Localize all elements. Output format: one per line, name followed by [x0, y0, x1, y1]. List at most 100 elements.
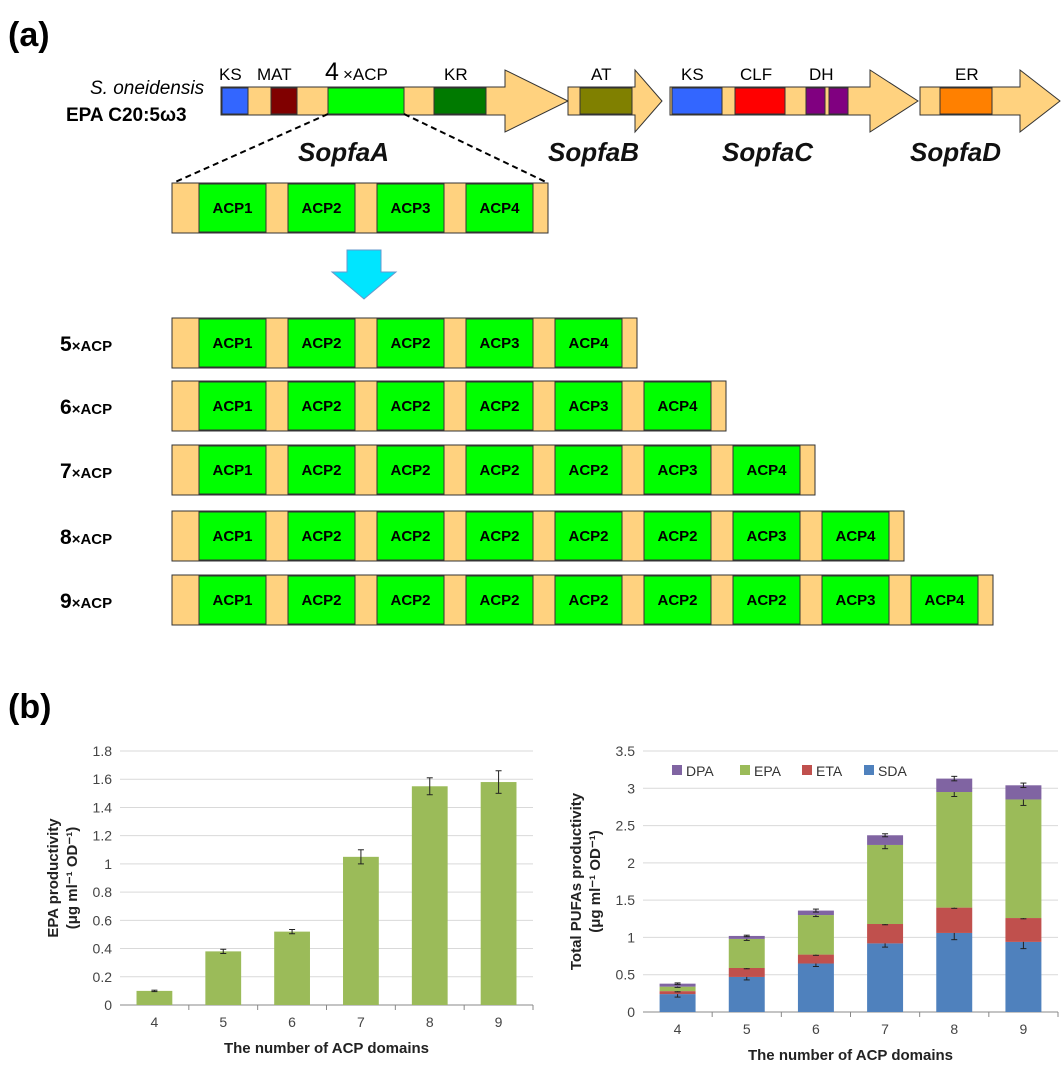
variant-8-row-acp-box [732, 511, 801, 561]
legend-label-epa: EPA [754, 763, 782, 779]
variant-6-row-acp-box [465, 381, 534, 431]
fatty-acid-label: EPA C20:5ω3 [66, 105, 187, 126]
label-kr: KR [444, 65, 468, 84]
label-ks2: KS [681, 65, 704, 84]
variant-7-row-acp-label: ACP2 [568, 462, 608, 479]
y-tick-label: 2 [627, 855, 635, 871]
variant-9-row-acp-box [554, 575, 623, 625]
variant-8-row-acp-box [643, 511, 712, 561]
bar-eta-5 [728, 968, 765, 977]
variant-8-row-acp-box [287, 511, 356, 561]
panel-b-label: (b) [8, 688, 51, 726]
x-tick-label: 6 [812, 1021, 820, 1037]
variant-6-row-acp-box [643, 381, 712, 431]
y-tick-label: 1 [627, 929, 635, 945]
x-tick-label: 8 [950, 1021, 958, 1037]
bar-dpa-9 [1005, 785, 1042, 800]
variant-8-row-acp-box [198, 511, 267, 561]
label-ks: KS [219, 65, 242, 84]
variant-8-row-acp-label: ACP2 [301, 528, 341, 545]
down-arrow-icon [330, 249, 398, 300]
variant-9-label: 9×ACP [60, 590, 112, 613]
variant-7-row-acp-box [465, 445, 534, 495]
variant-5-row-acp-label: ACP3 [479, 335, 519, 352]
original-row-acp-box [198, 183, 267, 233]
original-row-acp-box [287, 183, 356, 233]
variant-9-row-acp-label: ACP3 [835, 592, 875, 609]
bar-epa-7 [867, 844, 904, 925]
bar-dpa-6 [797, 910, 834, 916]
variant-5-row-acp-label: ACP2 [301, 335, 341, 352]
gene-cluster [220, 68, 1061, 134]
original-row-acp-label: ACP1 [212, 200, 252, 217]
original-row-acp-label: ACP3 [390, 200, 430, 217]
variant-6-row-acp-box [376, 381, 445, 431]
original-row-acp-label: ACP4 [479, 200, 520, 217]
legend-swatch-sda [864, 765, 874, 775]
bar-sda-6 [797, 963, 834, 1012]
bar-eta-8 [936, 907, 973, 933]
domain-acp-block [327, 87, 405, 115]
x-tick-label: 9 [1020, 1021, 1028, 1037]
variant-9-row-acp-label: ACP2 [568, 592, 608, 609]
variant-7-row-acp-box [643, 445, 712, 495]
variant-9-row-acp-box [910, 575, 979, 625]
variant-8-row-acp-label: ACP4 [835, 528, 876, 545]
variant-7-row-acp-label: ACP3 [657, 462, 697, 479]
bar-8 [411, 786, 448, 1005]
label-acp-count: 4 [325, 58, 339, 86]
bar-5 [205, 951, 242, 1005]
variant-9-row-acp-label: ACP2 [746, 592, 786, 609]
bar-sda-5 [728, 976, 765, 1012]
x-tick-label: 4 [151, 1014, 159, 1030]
variant-8-row-acp-label: ACP2 [479, 528, 519, 545]
zoom-line-left [172, 113, 329, 184]
variant-9-row-acp-label: ACP2 [479, 592, 519, 609]
variant-7-row-acp-label: ACP4 [746, 462, 787, 479]
variant-7-row-acp-label: ACP2 [390, 462, 430, 479]
label-at: AT [591, 65, 611, 84]
variant-5-row-acp-box [554, 318, 623, 368]
variant-5-row-acp-box [465, 318, 534, 368]
bar-eta-7 [867, 924, 904, 944]
bar-epa-9 [1005, 799, 1042, 919]
acp-rows: ACP1 ACP2 ACP3 ACP4 ACP1 ACP2 ACP2 ACP3 ACP4 5×AC… [60, 182, 994, 626]
domain-ks2 [671, 87, 723, 115]
variant-5-row-acp-label: ACP1 [212, 335, 252, 352]
y-tick-label: 1.6 [93, 771, 113, 787]
bar-dpa-5 [728, 935, 765, 939]
gene-name-sopfab: SopfaB [548, 137, 639, 167]
total-pufas-chart: 0 0.5 1 1.5 2 2.5 3 3.5 4 5 6 7 8 9 The number of ACP … [568, 743, 1059, 1064]
y-tick-label: 1.4 [93, 799, 113, 815]
bar-sda-4 [659, 994, 696, 1012]
x-axis-title: The number of ACP domains [748, 1047, 953, 1064]
domain-clf [734, 87, 786, 115]
original-row-acp-box [376, 183, 445, 233]
variant-6-row-acp-label: ACP2 [301, 398, 341, 415]
variant-9-row-acp-box [821, 575, 890, 625]
variant-5-row-acp-label: ACP2 [390, 335, 430, 352]
y-axis-title: EPA productivity [45, 818, 62, 938]
domain-er [939, 87, 993, 115]
bar-dpa-4 [659, 983, 696, 987]
gene-name-sopfac: SopfaC [722, 137, 814, 167]
variant-7-row-acp-box [554, 445, 623, 495]
y-tick-label: 0.2 [93, 969, 113, 985]
variant-5-row-acp-box [198, 318, 267, 368]
variant-8-row-acp-label: ACP2 [390, 528, 430, 545]
bar-dpa-7 [867, 835, 904, 845]
bar-sda-8 [936, 932, 973, 1012]
bar-4 [136, 990, 173, 1005]
bar-6 [274, 931, 310, 1005]
variant-8-label: 8×ACP [60, 526, 112, 549]
x-axis-title: The number of ACP domains [224, 1040, 429, 1057]
domain-kr [433, 87, 487, 115]
variant-5-row-acp-box [376, 318, 445, 368]
domain-mat [270, 87, 298, 115]
gene-arrow-sopfac [669, 69, 919, 133]
bar-eta-6 [797, 954, 834, 964]
variant-9-row-acp-box [643, 575, 712, 625]
variant-8-row-acp-label: ACP2 [657, 528, 697, 545]
y-tick-label: 0.8 [93, 884, 113, 900]
